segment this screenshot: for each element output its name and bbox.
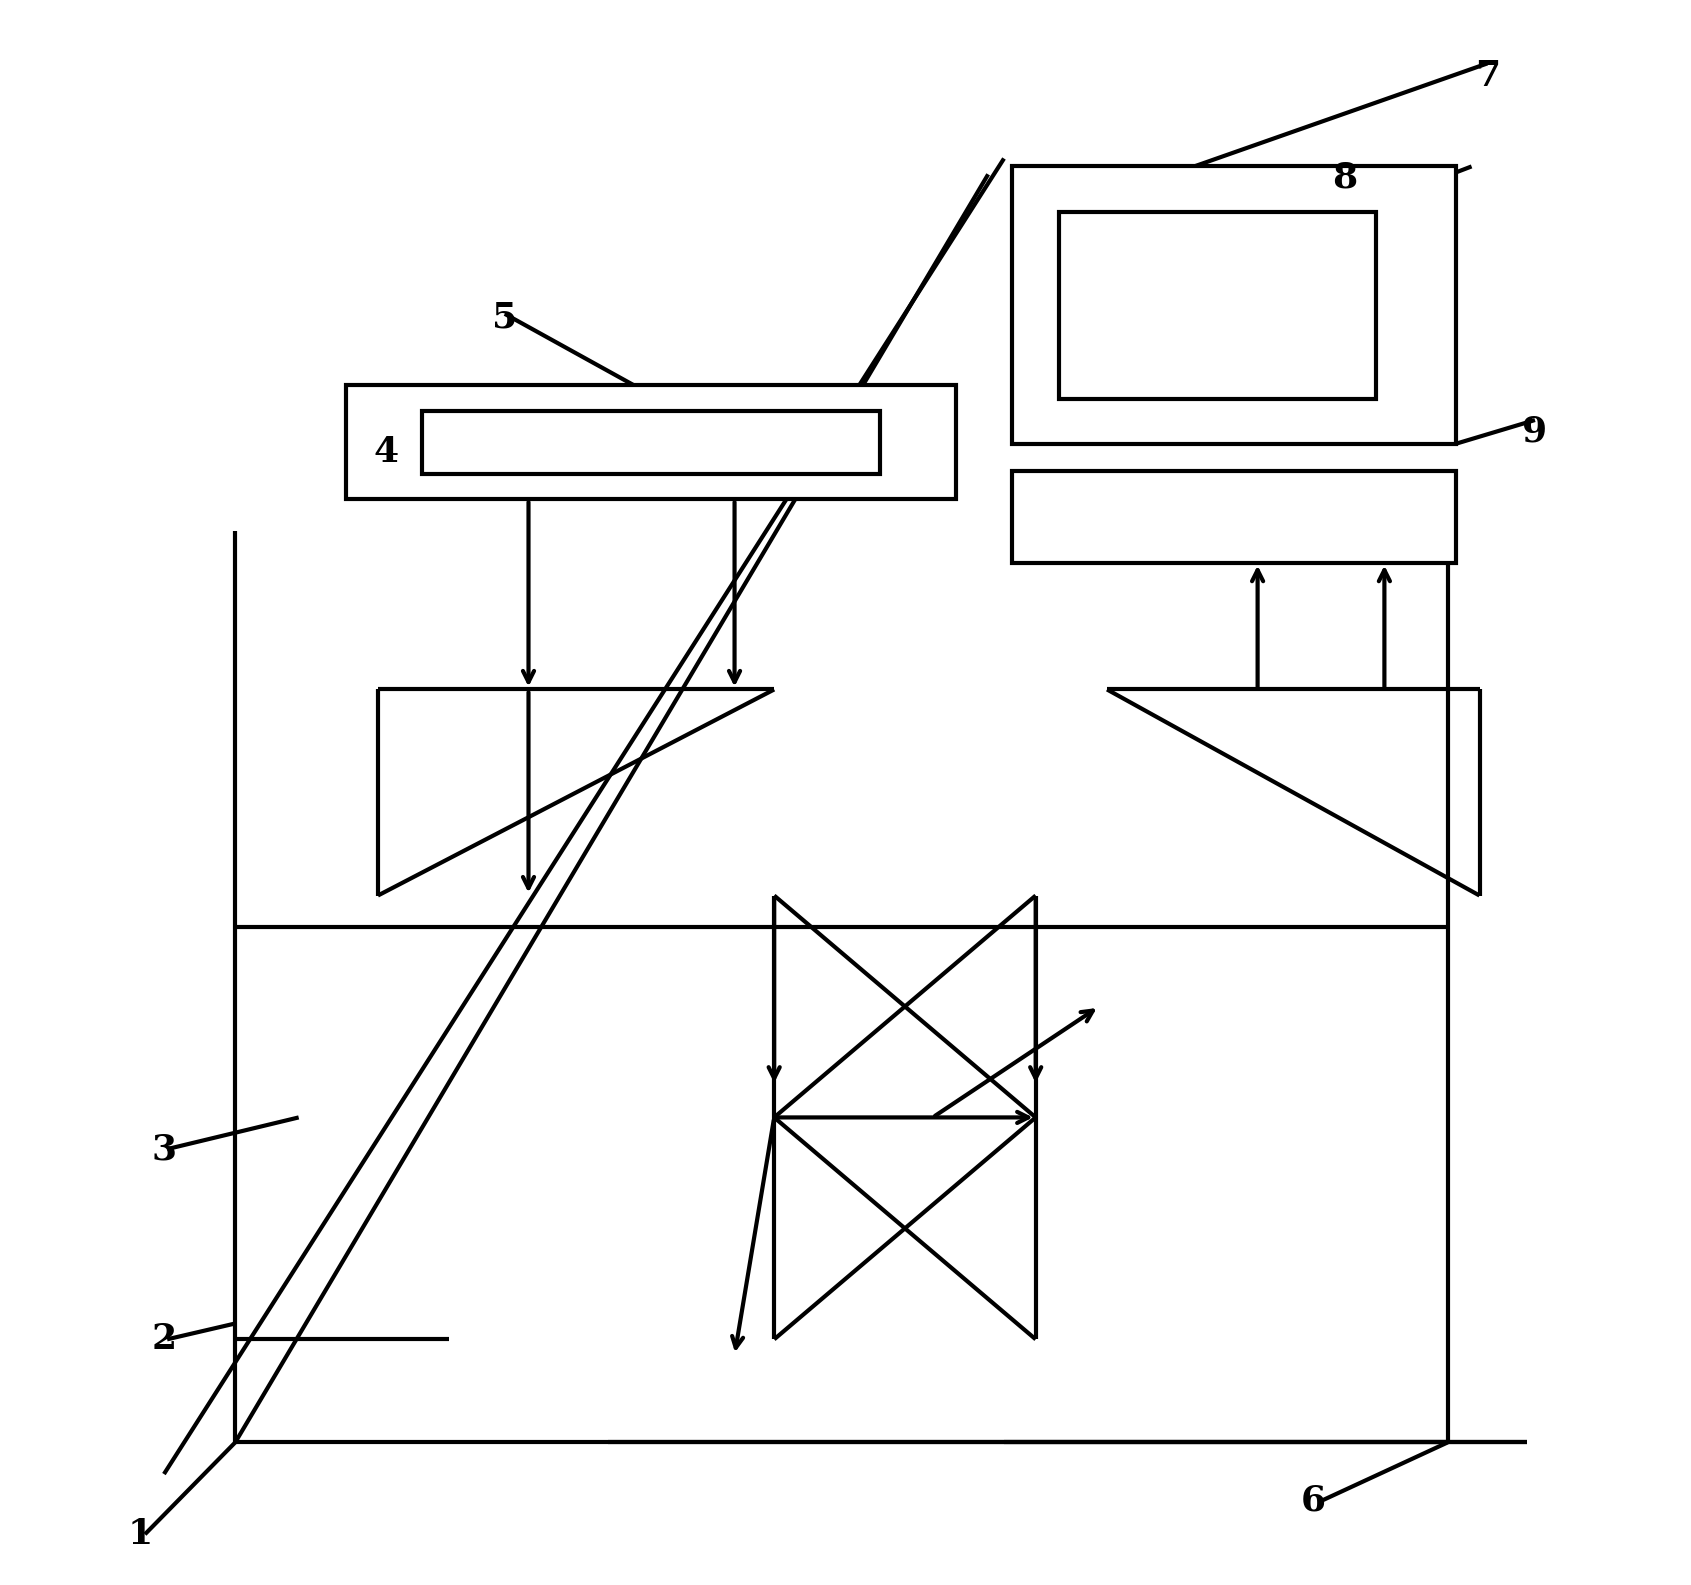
Bar <box>423 411 881 474</box>
Text: 4: 4 <box>374 434 399 469</box>
Bar <box>1011 471 1456 563</box>
Text: 8: 8 <box>1333 160 1358 195</box>
Text: 7: 7 <box>1475 59 1500 94</box>
Text: 1: 1 <box>127 1517 152 1552</box>
Bar <box>347 385 957 499</box>
Text: 9: 9 <box>1522 414 1547 449</box>
Text: 3: 3 <box>152 1132 176 1167</box>
Bar <box>1060 212 1376 399</box>
Text: 6: 6 <box>1300 1484 1326 1518</box>
Text: 5: 5 <box>492 300 517 334</box>
Text: 2: 2 <box>152 1322 176 1357</box>
Bar <box>1011 166 1456 444</box>
